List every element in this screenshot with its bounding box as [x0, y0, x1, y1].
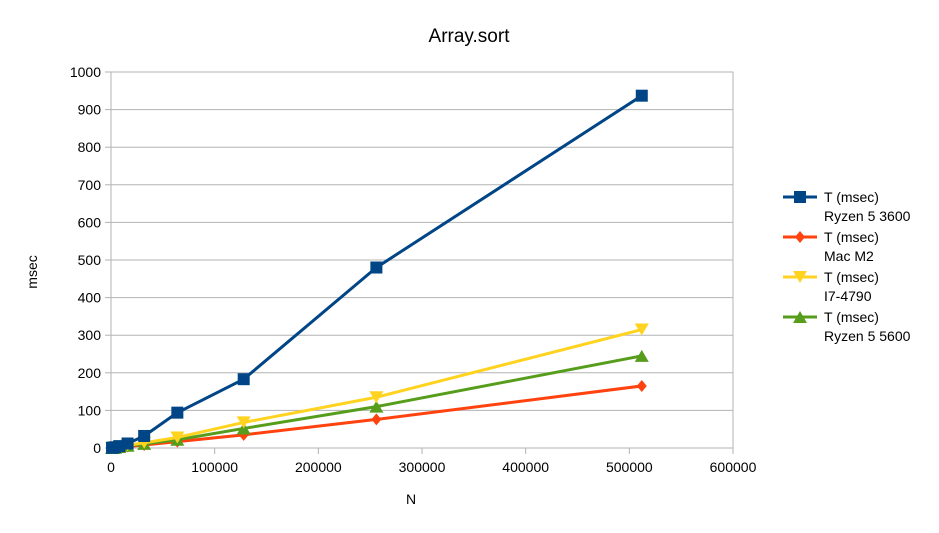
x-tick-label: 600000	[710, 459, 757, 475]
legend-label: T (msec)	[824, 229, 879, 245]
legend-marker	[795, 231, 805, 243]
series-i7-4790	[105, 323, 649, 454]
data-point	[370, 261, 383, 274]
x-axis: 0 100000 200000 300000 400000 500000 600000	[107, 448, 757, 475]
x-tick-label: 300000	[399, 459, 446, 475]
series-mac-m2	[107, 379, 647, 454]
series-layer	[105, 89, 649, 454]
y-tick-label: 0	[93, 440, 101, 456]
y-tick-label: 700	[78, 177, 102, 193]
data-point	[121, 437, 134, 450]
legend-marker	[793, 311, 807, 323]
y-tick-label: 200	[78, 365, 102, 381]
legend-label: Mac M2	[824, 248, 874, 264]
legend-label: T (msec)	[824, 189, 879, 205]
plot-area: 0 100000 200000 300000 400000 500000 600000 0 1…	[70, 64, 757, 475]
x-tick-label: 100000	[191, 459, 238, 475]
legend-marker	[793, 271, 807, 283]
data-point	[634, 323, 649, 336]
legend-label: Ryzen 5 5600	[824, 328, 911, 344]
y-tick-label: 400	[78, 290, 102, 306]
data-point	[369, 391, 384, 404]
x-tick-label: 0	[107, 459, 115, 475]
data-point	[170, 431, 185, 444]
legend-label: I7-4790	[824, 288, 872, 304]
legend-label: Ryzen 5 3600	[824, 208, 911, 224]
y-axis: 0 100 200 300 400 500 600 700 800 900 1000	[70, 64, 111, 456]
data-point	[634, 349, 649, 362]
series-line-i7-4790	[111, 328, 643, 450]
chart-title: Array.sort	[429, 26, 511, 47]
legend-marker	[794, 191, 806, 203]
y-tick-label: 900	[78, 102, 102, 118]
y-tick-label: 600	[78, 214, 102, 230]
data-point	[635, 89, 648, 102]
y-tick-label: 1000	[70, 64, 101, 80]
legend-label: T (msec)	[824, 309, 879, 325]
data-point	[369, 400, 384, 413]
data-point	[236, 416, 251, 429]
series-ryzen-5-3600	[106, 89, 648, 454]
gridlines	[111, 71, 733, 449]
legend-item-i7-4790: T (msec) I7-4790	[783, 269, 879, 304]
y-axis-title: msec	[24, 255, 40, 288]
legend-item-ryzen-5-5600: T (msec) Ryzen 5 5600	[783, 309, 911, 344]
legend-label: T (msec)	[824, 269, 879, 285]
data-point	[371, 413, 382, 426]
x-tick-label: 400000	[502, 459, 549, 475]
y-tick-label: 800	[78, 139, 102, 155]
legend-item-mac-m2: T (msec) Mac M2	[783, 229, 879, 264]
data-point	[636, 379, 647, 392]
data-point	[236, 422, 251, 435]
legend-item-ryzen-5-3600: T (msec) Ryzen 5 3600	[783, 189, 911, 224]
y-tick-label: 500	[78, 252, 102, 268]
x-tick-label: 200000	[295, 459, 342, 475]
data-point	[171, 406, 184, 419]
y-tick-label: 100	[78, 402, 102, 418]
x-tick-label: 500000	[606, 459, 653, 475]
data-point	[138, 429, 151, 442]
data-point	[237, 373, 250, 386]
y-tick-label: 300	[78, 327, 102, 343]
x-axis-title: N	[406, 491, 416, 507]
